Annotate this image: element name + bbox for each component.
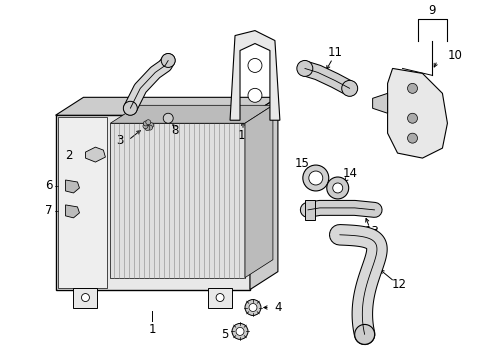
Text: 6: 6	[45, 180, 52, 193]
Bar	[73, 288, 97, 307]
Text: 3: 3	[117, 134, 124, 147]
Circle shape	[148, 123, 153, 128]
Polygon shape	[249, 97, 277, 289]
Polygon shape	[56, 97, 277, 115]
Circle shape	[232, 323, 247, 339]
Text: 11: 11	[326, 46, 342, 59]
Circle shape	[216, 293, 224, 302]
Circle shape	[147, 125, 152, 130]
Circle shape	[144, 126, 149, 131]
Polygon shape	[65, 180, 80, 193]
Circle shape	[161, 54, 175, 67]
Circle shape	[123, 101, 137, 115]
Circle shape	[142, 123, 147, 129]
Polygon shape	[110, 105, 272, 123]
Circle shape	[332, 183, 342, 193]
Circle shape	[296, 60, 312, 76]
Polygon shape	[65, 205, 80, 218]
Text: 5: 5	[221, 328, 228, 341]
Bar	[208, 288, 232, 307]
Polygon shape	[244, 105, 272, 278]
Polygon shape	[85, 147, 105, 162]
Circle shape	[407, 113, 417, 123]
Circle shape	[81, 293, 89, 302]
Circle shape	[247, 88, 262, 102]
Text: 1: 1	[148, 323, 156, 336]
Circle shape	[302, 165, 328, 191]
Circle shape	[244, 300, 261, 315]
Text: 15: 15	[294, 157, 308, 170]
Text: 4: 4	[274, 301, 281, 314]
Text: 12: 12	[391, 278, 406, 291]
Text: 7: 7	[45, 204, 52, 217]
Text: 14: 14	[342, 167, 356, 180]
Circle shape	[248, 303, 256, 311]
Circle shape	[341, 80, 357, 96]
Bar	[304, 200, 314, 220]
Circle shape	[247, 58, 262, 72]
Text: 16: 16	[237, 129, 252, 142]
Circle shape	[326, 177, 348, 199]
Bar	[110, 123, 244, 278]
Circle shape	[407, 84, 417, 93]
Text: 10: 10	[447, 49, 462, 62]
Bar	[56, 115, 249, 289]
Text: 13: 13	[364, 225, 378, 238]
Polygon shape	[229, 31, 279, 120]
Bar	[58, 117, 107, 288]
Text: 9: 9	[428, 4, 435, 17]
Circle shape	[354, 324, 374, 345]
Circle shape	[143, 121, 148, 126]
Circle shape	[407, 133, 417, 143]
Polygon shape	[387, 68, 447, 158]
Circle shape	[145, 120, 150, 125]
Text: 8: 8	[171, 124, 179, 137]
Polygon shape	[372, 93, 387, 113]
Circle shape	[236, 328, 244, 336]
Circle shape	[308, 171, 322, 185]
Circle shape	[163, 113, 173, 123]
Text: 2: 2	[64, 149, 72, 162]
